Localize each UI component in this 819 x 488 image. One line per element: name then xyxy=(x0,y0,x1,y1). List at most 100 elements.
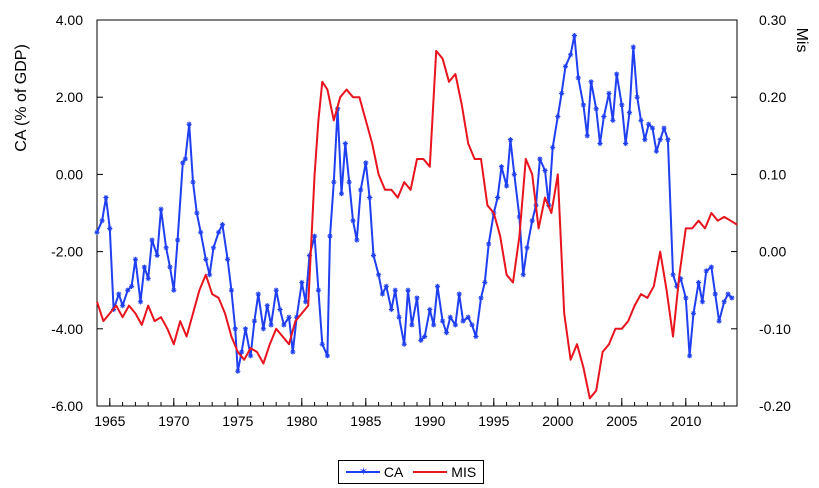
right-axis-ticks: -0.20 -0.10 0.00 0.10 0.20 0.30 xyxy=(731,12,791,414)
ca-point xyxy=(383,283,389,289)
ca-point xyxy=(516,214,522,220)
ca-point xyxy=(683,295,689,301)
ca-point xyxy=(571,32,578,39)
legend-line-mis xyxy=(413,471,448,473)
ca-point xyxy=(264,303,270,309)
ca-point xyxy=(418,337,424,343)
legend-item-ca: ✶ CA xyxy=(345,464,403,480)
ca-point xyxy=(203,256,209,262)
ca-point xyxy=(498,164,505,170)
left-tick-label: -6.00 xyxy=(51,398,83,414)
ca-point xyxy=(646,121,652,127)
ca-point xyxy=(507,137,514,143)
ca-point xyxy=(559,90,565,96)
ca-point xyxy=(690,310,697,316)
ca-point xyxy=(281,322,287,328)
ca-point xyxy=(350,218,356,224)
ca-point xyxy=(175,237,181,243)
ca-point xyxy=(434,283,441,289)
ca-point xyxy=(537,156,543,162)
ca-point xyxy=(729,295,735,301)
ca-point xyxy=(338,191,345,197)
ca-point xyxy=(623,140,629,147)
ca-point xyxy=(465,314,471,320)
ca-point xyxy=(422,333,428,340)
ca-point xyxy=(94,229,100,235)
right-tick-label: -0.10 xyxy=(759,321,791,337)
ca-point xyxy=(456,291,462,297)
ca-point xyxy=(99,218,105,224)
plot-border xyxy=(96,19,738,407)
ca-point xyxy=(125,287,131,293)
legend-label-mis: MIS xyxy=(451,464,477,480)
ca-point xyxy=(601,113,607,120)
ca-point xyxy=(198,229,204,235)
ca-point xyxy=(171,287,177,293)
ca-point xyxy=(363,160,369,166)
ca-point xyxy=(273,287,279,293)
ca-point xyxy=(555,113,561,120)
ca-point xyxy=(431,322,437,328)
left-tick-label: 2.00 xyxy=(56,89,83,105)
ca-point xyxy=(712,291,718,297)
ca-point xyxy=(696,279,702,286)
x-tick-label: 1985 xyxy=(350,413,381,429)
ca-point xyxy=(354,237,360,243)
x-tick-label: 2010 xyxy=(670,413,701,429)
ca-point xyxy=(414,295,420,301)
ca-point xyxy=(630,44,636,50)
ca-point xyxy=(703,268,709,274)
ca-point xyxy=(299,279,305,286)
y-axis-left-title: CA (% of GDP) xyxy=(13,44,30,152)
ca-point xyxy=(626,110,633,116)
ca-point xyxy=(379,291,386,297)
ca-point xyxy=(182,156,188,162)
ca-point xyxy=(163,245,169,251)
ca-point xyxy=(331,179,337,185)
ca-point xyxy=(242,326,249,332)
ca-point xyxy=(670,272,676,278)
ca-point xyxy=(180,160,186,166)
ca-point xyxy=(619,102,625,108)
chart-svg: -6.00 -4.00 -2.00 0.00 2.00 4.00 -0.20 -0.10 0.… xyxy=(13,12,810,429)
ca-point xyxy=(255,291,261,297)
series-line-ca xyxy=(96,34,733,373)
ca-point xyxy=(409,322,415,328)
ca-point xyxy=(575,75,581,81)
ca-point xyxy=(721,299,727,305)
ca-point xyxy=(562,63,569,69)
ca-point xyxy=(346,179,352,185)
legend-star-icon: ✶ xyxy=(358,466,369,478)
ca-point xyxy=(251,318,258,324)
ca-point xyxy=(219,221,226,228)
ca-point xyxy=(443,330,450,336)
ca-point xyxy=(495,194,501,201)
ca-point xyxy=(674,283,680,289)
ca-point xyxy=(642,137,648,143)
right-tick-label: 0.10 xyxy=(759,166,786,182)
ca-point xyxy=(260,326,266,332)
ca-point xyxy=(370,252,377,259)
ca-point xyxy=(638,117,644,123)
ca-point xyxy=(447,314,453,320)
ca-point xyxy=(653,148,659,154)
ca-point xyxy=(401,341,407,347)
ca-point xyxy=(699,299,706,305)
ca-point xyxy=(132,256,138,262)
ca-point xyxy=(473,333,479,340)
ca-point xyxy=(306,252,313,259)
right-tick-label: 0.20 xyxy=(759,89,786,105)
ca-point xyxy=(235,368,241,374)
left-tick-label: -2.00 xyxy=(51,244,83,260)
x-tick-label: 1975 xyxy=(222,413,253,429)
x-tick-label: 2005 xyxy=(606,413,637,429)
ca-point xyxy=(657,137,663,143)
ca-point xyxy=(396,314,402,320)
ca-point xyxy=(511,171,517,177)
ca-point xyxy=(478,295,484,301)
ca-point xyxy=(268,322,274,328)
right-tick-label: 0.30 xyxy=(759,12,786,28)
ca-point xyxy=(520,272,526,278)
ca-point xyxy=(149,237,155,243)
ca-point xyxy=(367,194,373,201)
